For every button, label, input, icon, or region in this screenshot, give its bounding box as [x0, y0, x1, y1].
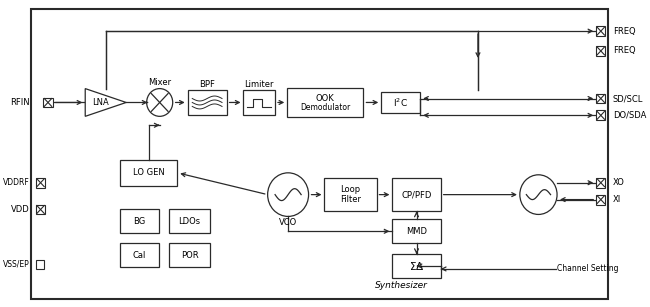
- Bar: [596, 46, 605, 56]
- Bar: [393, 220, 441, 243]
- Text: CP/PFD: CP/PFD: [401, 190, 432, 199]
- Bar: [596, 26, 605, 36]
- Text: LDOs: LDOs: [178, 217, 200, 226]
- Bar: [236, 148, 566, 294]
- Text: POR: POR: [181, 251, 198, 260]
- Text: VDDRF: VDDRF: [3, 178, 29, 187]
- Text: VCO: VCO: [279, 218, 297, 227]
- Bar: [120, 243, 159, 267]
- Text: DO/SDA: DO/SDA: [613, 111, 646, 120]
- Circle shape: [520, 175, 557, 215]
- Bar: [596, 94, 605, 103]
- Bar: [393, 254, 441, 278]
- Polygon shape: [85, 89, 126, 116]
- Bar: [244, 90, 275, 115]
- Text: BG: BG: [133, 217, 146, 226]
- Bar: [169, 243, 210, 267]
- Bar: [596, 111, 605, 120]
- Text: XO: XO: [613, 178, 625, 187]
- Text: Loop: Loop: [341, 185, 361, 194]
- Text: LO GEN: LO GEN: [133, 168, 164, 177]
- Bar: [36, 204, 46, 215]
- Bar: [120, 209, 159, 233]
- Bar: [381, 91, 421, 113]
- Bar: [36, 260, 44, 269]
- Text: OOK: OOK: [316, 94, 335, 103]
- Bar: [324, 178, 376, 212]
- Text: VSS/EP: VSS/EP: [3, 259, 29, 269]
- Text: MMD: MMD: [406, 227, 427, 236]
- Text: $\Sigma\Delta$: $\Sigma\Delta$: [409, 260, 424, 272]
- Circle shape: [268, 173, 309, 216]
- Bar: [169, 209, 210, 233]
- Bar: [120, 160, 177, 186]
- Circle shape: [147, 89, 173, 116]
- Text: LNA: LNA: [92, 98, 109, 107]
- Text: Limiter: Limiter: [244, 80, 274, 89]
- Bar: [188, 90, 227, 115]
- Text: Demodulator: Demodulator: [300, 103, 350, 112]
- Bar: [596, 178, 605, 188]
- Text: BPF: BPF: [199, 80, 215, 89]
- Text: Mixer: Mixer: [148, 78, 171, 87]
- Text: FREQ: FREQ: [613, 27, 636, 36]
- Text: Cal: Cal: [133, 251, 146, 260]
- Bar: [596, 195, 605, 204]
- Bar: [44, 98, 53, 107]
- Text: SD/SCL: SD/SCL: [613, 94, 644, 103]
- Text: VDD: VDD: [10, 205, 29, 214]
- Text: XI: XI: [613, 195, 621, 204]
- Bar: [393, 178, 441, 212]
- Bar: [36, 178, 46, 188]
- Text: Channel Setting: Channel Setting: [557, 264, 619, 274]
- Text: RFIN: RFIN: [10, 98, 29, 107]
- Bar: [287, 87, 363, 117]
- Text: Synthesizer: Synthesizer: [375, 281, 428, 290]
- Text: Filter: Filter: [340, 195, 361, 204]
- Text: FREQ: FREQ: [613, 46, 636, 56]
- Text: I$^2$C: I$^2$C: [393, 96, 408, 109]
